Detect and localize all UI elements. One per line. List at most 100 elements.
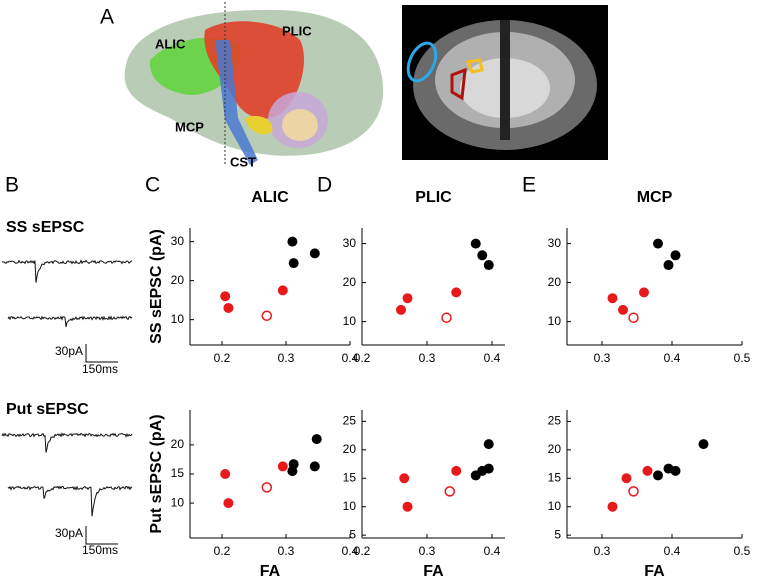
data-point	[311, 434, 322, 445]
data-point	[483, 439, 494, 450]
x-tick-label: 0.4	[664, 544, 681, 558]
y-tick-label: 20	[548, 442, 562, 456]
data-point	[223, 302, 234, 313]
x-tick-label: 0.4	[342, 351, 359, 365]
x-tick-label: 0.3	[419, 544, 436, 558]
data-point	[618, 304, 628, 315]
data-point	[451, 287, 462, 298]
x-axis-label: FA	[644, 563, 665, 580]
y-tick-label: 30	[171, 234, 185, 248]
data-point	[396, 304, 406, 315]
y-tick-label: 30	[343, 236, 357, 250]
data-point	[220, 291, 231, 302]
data-point	[223, 498, 234, 509]
data-point	[607, 501, 618, 512]
scale-label: 150ms	[82, 543, 118, 557]
scale-label: 30pA	[55, 344, 83, 358]
data-point	[277, 285, 288, 296]
panel-label: D	[317, 174, 332, 197]
chart-title: ALIC	[251, 189, 289, 206]
data-point	[483, 463, 494, 474]
y-tick-label: 20	[343, 442, 357, 456]
x-axis-label: FA	[423, 563, 444, 580]
data-point	[670, 465, 681, 476]
x-tick-label: 0.4	[342, 544, 359, 558]
chart-title: MCP	[637, 189, 673, 206]
y-tick-label: 10	[343, 499, 357, 513]
data-point	[261, 482, 273, 493]
data-point	[288, 258, 299, 269]
scale-label: 30pA	[55, 526, 83, 540]
y-tick-label: 10	[548, 314, 562, 328]
panel-label: A	[100, 6, 114, 29]
scale-bar	[85, 526, 118, 545]
mri-slice	[402, 5, 608, 160]
data-point	[287, 236, 298, 247]
y-tick-label: 10	[171, 495, 185, 509]
y-tick-label: 10	[171, 312, 185, 326]
traces	[1, 259, 133, 517]
trace	[2, 259, 133, 283]
x-tick-label: 0.3	[278, 351, 295, 365]
x-tick-label: 0.4	[484, 351, 501, 365]
x-tick-label: 0.2	[214, 544, 231, 558]
x-tick-label: 0.4	[484, 544, 501, 558]
data-point	[288, 459, 299, 470]
data-point	[441, 312, 452, 323]
y-axis-label: Put sEPSC (pA)	[148, 414, 165, 533]
scale-bar	[85, 344, 118, 363]
y-tick-label: 25	[343, 414, 357, 428]
trace	[1, 432, 133, 453]
x-tick-label: 0.3	[594, 544, 611, 558]
trace	[7, 485, 133, 517]
data-point	[628, 312, 639, 323]
x-tick-label: 0.2	[214, 351, 231, 365]
x-tick-label: 0.3	[419, 351, 436, 365]
x-axis-label: FA	[260, 563, 281, 580]
data-point	[621, 473, 632, 484]
data-point	[653, 470, 663, 481]
y-tick-label: 15	[343, 470, 357, 484]
data-point	[261, 310, 273, 321]
trace	[7, 315, 133, 328]
tract-label: CST	[230, 154, 256, 169]
y-tick-label: 20	[548, 275, 562, 289]
panel-label: B	[5, 174, 19, 197]
y-tick-label: 30	[548, 236, 562, 250]
panel-label: E	[522, 174, 536, 197]
x-tick-label: 0.4	[664, 351, 681, 365]
data-point	[309, 461, 320, 472]
y-tick-label: 10	[343, 314, 357, 328]
scale-label: 150ms	[82, 362, 118, 376]
data-point	[402, 501, 413, 512]
chart-title: PLIC	[415, 189, 452, 206]
data-point	[470, 238, 481, 249]
tract-label: MCP	[175, 119, 204, 134]
data-point	[451, 465, 462, 476]
y-tick-label: 15	[548, 470, 562, 484]
y-tick-label: 5	[554, 527, 561, 541]
data-point	[444, 486, 455, 497]
y-tick-label: 15	[171, 466, 185, 480]
y-tick-label: 25	[548, 414, 562, 428]
data-point	[642, 465, 653, 476]
data-point	[477, 250, 488, 261]
x-tick-label: 0.2	[354, 351, 371, 365]
y-tick-label: 5	[349, 527, 356, 541]
data-point	[309, 248, 320, 259]
x-tick-label: 0.5	[734, 351, 751, 365]
x-tick-label: 0.3	[278, 544, 295, 558]
y-tick-label: 20	[171, 437, 185, 451]
data-point	[653, 238, 663, 249]
data-point	[399, 473, 410, 484]
y-tick-label: 20	[171, 273, 185, 287]
x-tick-label: 0.2	[354, 544, 371, 558]
tract-label: PLIC	[282, 23, 312, 38]
x-tick-label: 0.3	[594, 351, 611, 365]
y-tick-label: 20	[343, 275, 357, 289]
data-point	[483, 260, 494, 271]
y-tick-label: 10	[548, 499, 562, 513]
data-point	[663, 260, 674, 271]
data-point	[277, 461, 288, 472]
